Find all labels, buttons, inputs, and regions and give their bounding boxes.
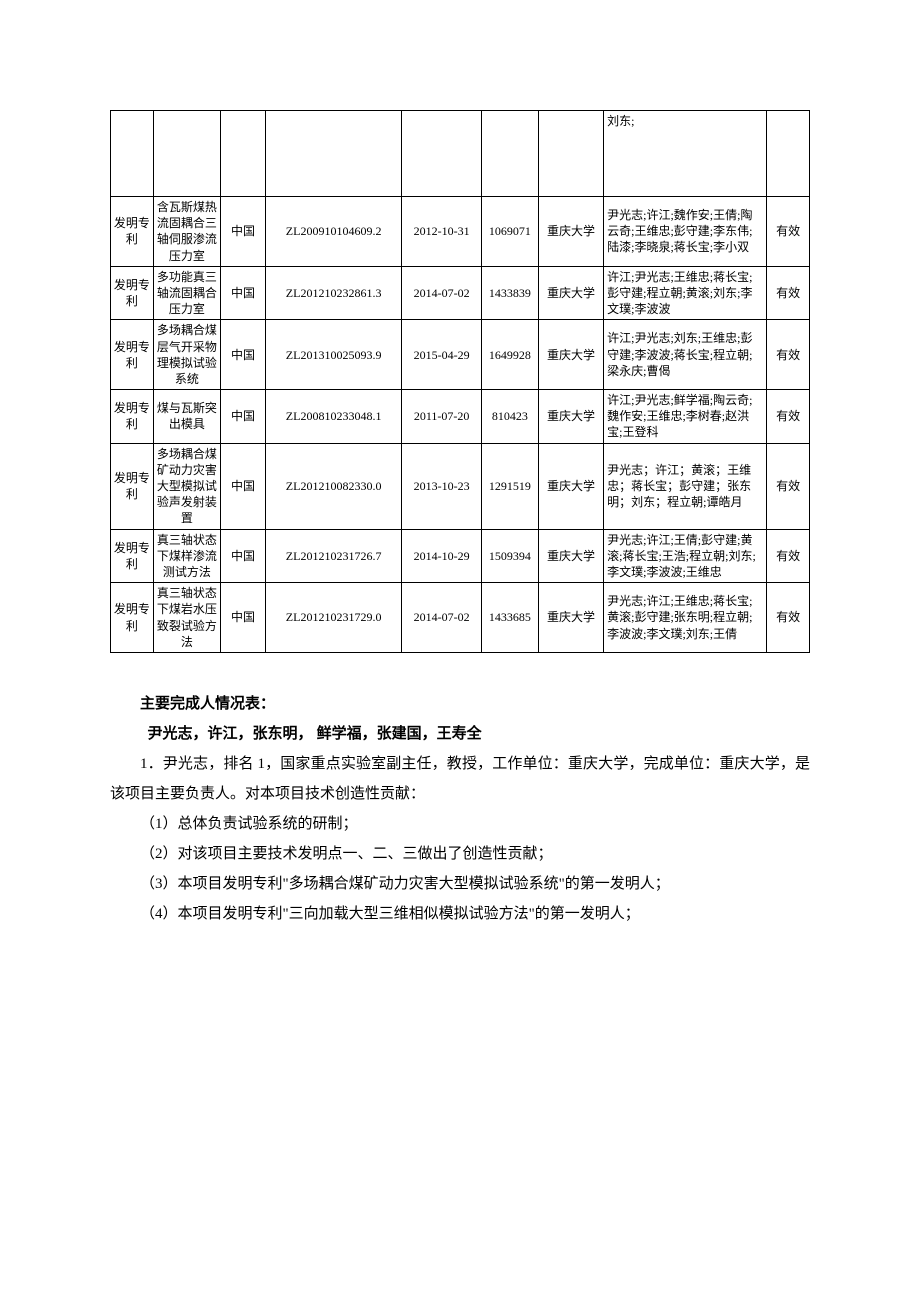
cell-status: 有效 [767, 390, 810, 444]
cell-status: 有效 [767, 266, 810, 320]
cell-type: 发明专利 [111, 443, 154, 529]
cell-country [221, 111, 266, 197]
cell-certno: 1433685 [481, 583, 538, 653]
cell-status: 有效 [767, 583, 810, 653]
cell-inventors: 许江;尹光志;王维忠;蒋长宝;彭守建;程立朝;黄滚;刘东;李文璞;李波波 [604, 266, 767, 320]
cell-owner [538, 111, 603, 197]
cell-inventors: 尹光志;许江;王维忠;蒋长宝;黄滚;彭守建;张东明;程立朝;李波波;李文璞;刘东… [604, 583, 767, 653]
cell-date: 2014-07-02 [402, 583, 481, 653]
table-row: 发明专利 煤与瓦斯突出模具 中国 ZL200810233048.1 2011-0… [111, 390, 810, 444]
cell-certno: 1433839 [481, 266, 538, 320]
cell-date: 2011-07-20 [402, 390, 481, 444]
cell-name [153, 111, 220, 197]
contributor-names: 尹光志，许江，张东明， 鲜学福，张建国，王寿全 [110, 719, 810, 749]
cell-date: 2013-10-23 [402, 443, 481, 529]
cell-status: 有效 [767, 443, 810, 529]
cell-certno: 1291519 [481, 443, 538, 529]
cell-patentno: ZL201310025093.9 [265, 320, 402, 390]
cell-type: 发明专利 [111, 529, 154, 583]
cell-certno: 1509394 [481, 529, 538, 583]
table-row: 发明专利 真三轴状态下煤岩水压致裂试验方法 中国 ZL201210231729.… [111, 583, 810, 653]
cell-patentno: ZL201210232861.3 [265, 266, 402, 320]
cell-country: 中国 [221, 583, 266, 653]
table-row: 刘东; [111, 111, 810, 197]
cell-patentno: ZL201210231729.0 [265, 583, 402, 653]
cell-name: 多功能真三轴流固耦合压力室 [153, 266, 220, 320]
cell-patentno: ZL201210231726.7 [265, 529, 402, 583]
cell-inventors: 许江;尹光志;鲜学福;陶云奇;魏作安;王维忠;李树春;赵洪宝;王登科 [604, 390, 767, 444]
cell-status: 有效 [767, 197, 810, 267]
cell-owner: 重庆大学 [538, 390, 603, 444]
paragraph: （4）本项目发明专利"三向加载大型三维相似模拟试验方法"的第一发明人； [110, 899, 810, 929]
cell-country: 中国 [221, 266, 266, 320]
paragraph: （2）对该项目主要技术发明点一、二、三做出了创造性贡献； [110, 839, 810, 869]
table-row: 发明专利 多场耦合煤层气开采物理模拟试验系统 中国 ZL201310025093… [111, 320, 810, 390]
cell-patentno: ZL200810233048.1 [265, 390, 402, 444]
cell-owner: 重庆大学 [538, 320, 603, 390]
cell-date: 2014-07-02 [402, 266, 481, 320]
cell-patentno [265, 111, 402, 197]
patent-table: 刘东; 发明专利 含瓦斯煤热流固耦合三轴伺服渗流压力室 中国 ZL2009101… [110, 110, 810, 653]
cell-country: 中国 [221, 390, 266, 444]
cell-type: 发明专利 [111, 197, 154, 267]
cell-name: 煤与瓦斯突出模具 [153, 390, 220, 444]
cell-status [767, 111, 810, 197]
cell-inventors: 许江;尹光志;刘东;王维忠;彭守建;李波波;蒋长宝;程立朝;梁永庆;曹偈 [604, 320, 767, 390]
cell-country: 中国 [221, 529, 266, 583]
table-body: 刘东; 发明专利 含瓦斯煤热流固耦合三轴伺服渗流压力室 中国 ZL2009101… [111, 111, 810, 653]
cell-type [111, 111, 154, 197]
cell-status: 有效 [767, 320, 810, 390]
cell-name: 多场耦合煤层气开采物理模拟试验系统 [153, 320, 220, 390]
cell-name: 真三轴状态下煤岩水压致裂试验方法 [153, 583, 220, 653]
cell-type: 发明专利 [111, 266, 154, 320]
cell-patentno: ZL201210082330.0 [265, 443, 402, 529]
section-heading: 主要完成人情况表： [110, 689, 810, 719]
cell-owner: 重庆大学 [538, 443, 603, 529]
cell-owner: 重庆大学 [538, 583, 603, 653]
table-row: 发明专利 含瓦斯煤热流固耦合三轴伺服渗流压力室 中国 ZL20091010460… [111, 197, 810, 267]
cell-name: 多场耦合煤矿动力灾害大型模拟试验声发射装置 [153, 443, 220, 529]
cell-certno: 1649928 [481, 320, 538, 390]
cell-certno: 810423 [481, 390, 538, 444]
paragraph: 1．尹光志，排名 1，国家重点实验室副主任，教授，工作单位：重庆大学，完成单位：… [110, 749, 810, 809]
cell-inventors: 尹光志；许江；黄滚；王维忠；蒋长宝；彭守建；张东明；刘东；程立朝;谭皓月 [604, 443, 767, 529]
cell-country: 中国 [221, 443, 266, 529]
paragraph: （3）本项目发明专利"多场耦合煤矿动力灾害大型模拟试验系统"的第一发明人； [110, 869, 810, 899]
cell-date: 2012-10-31 [402, 197, 481, 267]
cell-certno: 1069071 [481, 197, 538, 267]
cell-country: 中国 [221, 197, 266, 267]
cell-type: 发明专利 [111, 390, 154, 444]
cell-date: 2014-10-29 [402, 529, 481, 583]
cell-type: 发明专利 [111, 320, 154, 390]
cell-name: 真三轴状态下煤样渗流测试方法 [153, 529, 220, 583]
cell-certno [481, 111, 538, 197]
cell-owner: 重庆大学 [538, 266, 603, 320]
cell-country: 中国 [221, 320, 266, 390]
table-row: 发明专利 真三轴状态下煤样渗流测试方法 中国 ZL201210231726.7 … [111, 529, 810, 583]
cell-date [402, 111, 481, 197]
cell-owner: 重庆大学 [538, 197, 603, 267]
cell-date: 2015-04-29 [402, 320, 481, 390]
table-row: 发明专利 多功能真三轴流固耦合压力室 中国 ZL201210232861.3 2… [111, 266, 810, 320]
cell-owner: 重庆大学 [538, 529, 603, 583]
paragraph: （1）总体负责试验系统的研制； [110, 809, 810, 839]
cell-patentno: ZL200910104609.2 [265, 197, 402, 267]
cell-type: 发明专利 [111, 583, 154, 653]
cell-inventors: 尹光志;许江;魏作安;王倩;陶云奇;王维忠;彭守建;李东伟;陆漆;李晓泉;蒋长宝… [604, 197, 767, 267]
cell-status: 有效 [767, 529, 810, 583]
contributor-section: 主要完成人情况表： 尹光志，许江，张东明， 鲜学福，张建国，王寿全 1．尹光志，… [110, 689, 810, 929]
table-row: 发明专利 多场耦合煤矿动力灾害大型模拟试验声发射装置 中国 ZL20121008… [111, 443, 810, 529]
cell-name: 含瓦斯煤热流固耦合三轴伺服渗流压力室 [153, 197, 220, 267]
cell-inventors: 刘东; [604, 111, 767, 197]
cell-inventors: 尹光志;许江;王倩;彭守建;黄滚;蒋长宝;王浩;程立朝;刘东;李文璞;李波波;王… [604, 529, 767, 583]
